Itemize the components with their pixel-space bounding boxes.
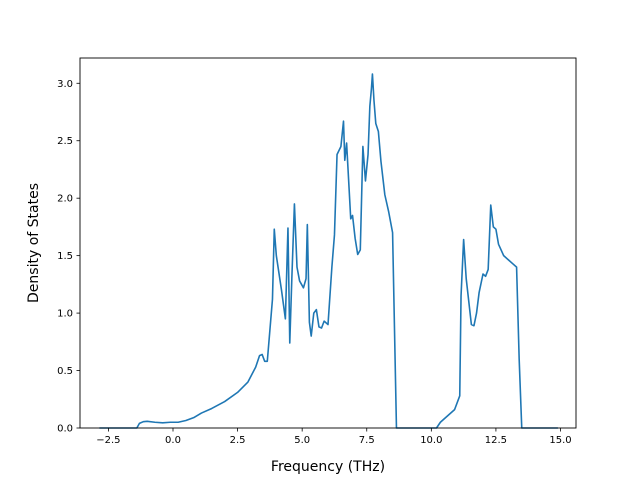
- x-axis-label: Frequency (THz): [271, 459, 385, 475]
- y-tick-label: 0.0: [57, 424, 73, 435]
- x-tick-label: 10.0: [420, 435, 442, 446]
- x-tick-label: 0.0: [165, 435, 181, 446]
- plot-area-background: [80, 58, 576, 428]
- x-tick-label: 15.0: [549, 435, 571, 446]
- x-tick-label: 7.5: [359, 435, 375, 446]
- x-tick-label: 5.0: [294, 435, 310, 446]
- y-tick-label: 2.5: [57, 136, 73, 147]
- y-tick-label: 1.0: [57, 309, 73, 320]
- x-tick-label: 2.5: [230, 435, 246, 446]
- y-tick-label: 2.0: [57, 194, 73, 205]
- x-tick-label: 12.5: [485, 435, 507, 446]
- y-tick-label: 0.5: [57, 366, 73, 377]
- x-tick-label: −2.5: [96, 435, 120, 446]
- y-tick-label: 1.5: [57, 251, 73, 262]
- y-axis-label: Density of States: [26, 183, 42, 303]
- dos-series-line: [99, 73, 558, 429]
- y-tick-label: 3.0: [57, 79, 73, 90]
- plot-frame: [79, 57, 577, 429]
